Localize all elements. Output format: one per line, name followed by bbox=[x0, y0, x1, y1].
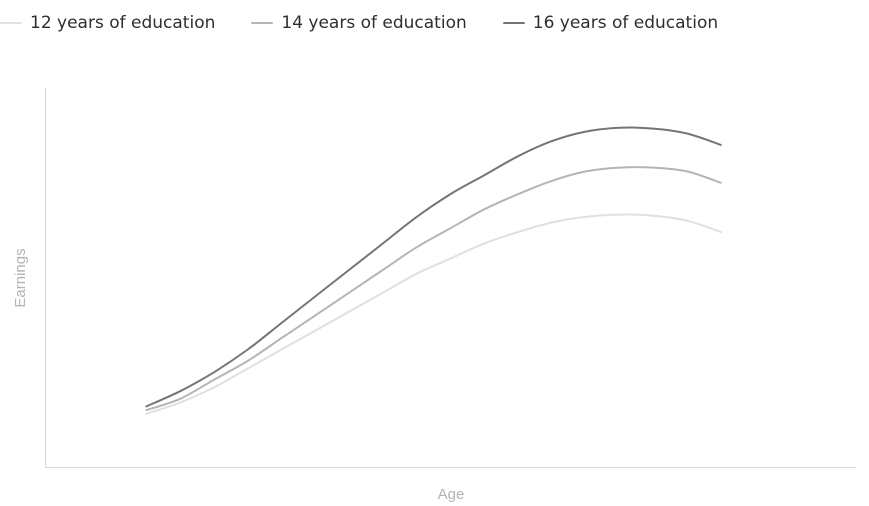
series-line bbox=[145, 166, 722, 412]
series-lines bbox=[145, 126, 722, 415]
series-line bbox=[145, 213, 722, 415]
legend-item[interactable]: 12 years of education bbox=[0, 13, 215, 33]
axes bbox=[45, 88, 856, 468]
legend-swatch bbox=[251, 22, 274, 24]
legend-label: 12 years of education bbox=[30, 13, 216, 33]
legend-label: 14 years of education bbox=[281, 13, 467, 33]
legend-swatch bbox=[0, 22, 22, 24]
x-axis-title: Age bbox=[438, 486, 465, 503]
series-line bbox=[145, 126, 722, 408]
legend-label: 16 years of education bbox=[532, 13, 719, 33]
legend-item[interactable]: 16 years of education bbox=[502, 13, 719, 33]
legend-swatch bbox=[502, 22, 525, 24]
legend: 12 years of education 14 years of educati… bbox=[0, 10, 718, 36]
y-axis-title: Earnings bbox=[12, 248, 29, 307]
legend-item[interactable]: 14 years of education bbox=[251, 13, 467, 33]
